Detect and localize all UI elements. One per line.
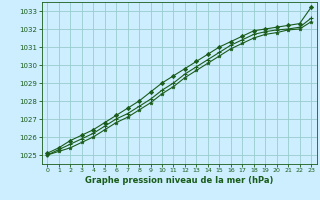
- X-axis label: Graphe pression niveau de la mer (hPa): Graphe pression niveau de la mer (hPa): [85, 176, 273, 185]
